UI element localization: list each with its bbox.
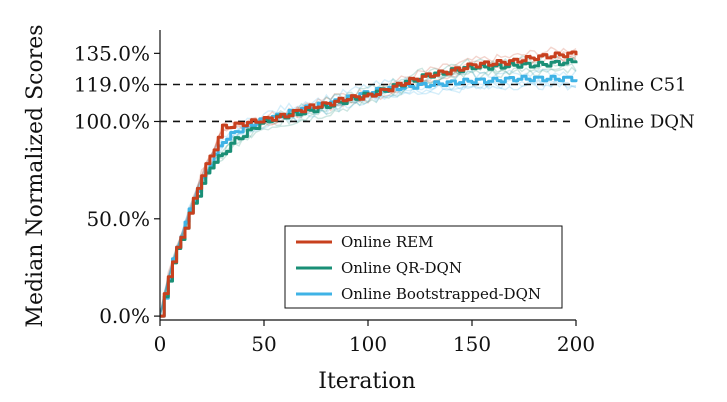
y-tick-label: 100.0% — [74, 109, 150, 133]
series-line-online-rem — [160, 50, 578, 318]
y-ticks-layer: 0.0% 50.0% 100.0% 119.0% 135.0% — [74, 41, 160, 328]
x-ticks-layer: 0 50 100 150 200 — [154, 320, 595, 356]
legend-label: Online REM — [341, 233, 433, 251]
x-tick-label: 0 — [154, 332, 167, 356]
reference-line-label: Online DQN — [584, 111, 695, 132]
legend-label: Online QR-DQN — [341, 259, 462, 277]
y-axis-title: Median Normalized Scores — [23, 24, 48, 327]
y-tick-label: 119.0% — [74, 72, 150, 96]
reference-lines-layer: Online C51 Online DQN — [160, 74, 695, 132]
x-tick-label: 150 — [453, 332, 491, 356]
y-tick-label: 0.0% — [99, 304, 150, 328]
y-tick-label: 135.0% — [74, 41, 150, 65]
y-tick-label: 50.0% — [86, 207, 150, 231]
legend: Online REM Online QR-DQN Online Bootstrapp… — [284, 225, 563, 309]
x-tick-label: 50 — [251, 332, 276, 356]
x-tick-label: 200 — [557, 332, 595, 356]
legend-label: Online Bootstrapped-DQN — [341, 285, 541, 303]
x-tick-label: 100 — [349, 332, 387, 356]
x-axis-title: Iteration — [318, 369, 415, 394]
series-layer — [160, 50, 578, 318]
reference-line-label: Online C51 — [584, 74, 687, 95]
